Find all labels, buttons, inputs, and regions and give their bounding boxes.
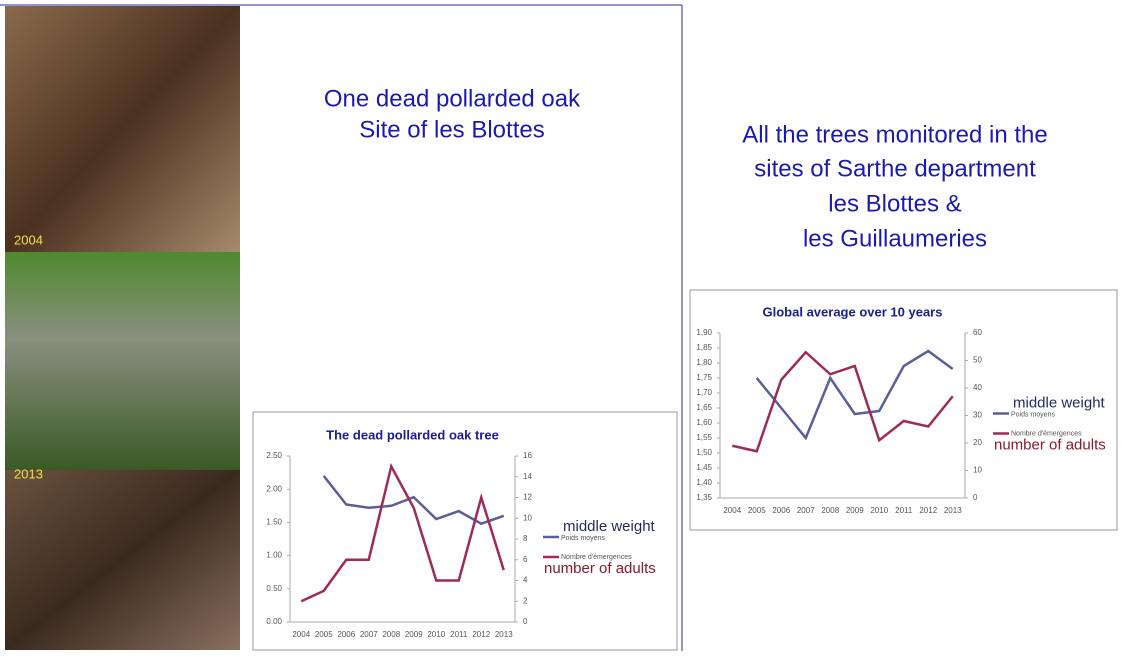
photo-label: 2004	[14, 232, 43, 247]
x-tick-label: 2013	[944, 506, 962, 515]
x-tick-label: 2006	[772, 506, 790, 515]
y2-tick-label: 14	[523, 472, 532, 481]
photo	[5, 252, 240, 470]
y2-tick-label: 50	[973, 356, 982, 365]
heading: All the trees monitored in the	[742, 121, 1048, 148]
y2-tick-label: 6	[523, 555, 528, 564]
y2-tick-label: 8	[523, 534, 528, 543]
x-tick-label: 2008	[382, 630, 400, 639]
photo-label: 2013	[14, 466, 43, 481]
y-tick-label: 1,65	[696, 403, 712, 412]
y2-tick-label: 60	[973, 328, 982, 337]
legend-label: Poids moyens	[561, 535, 605, 542]
x-tick-label: 2009	[405, 630, 423, 639]
y-tick-label: 1,70	[696, 388, 712, 397]
y-tick-label: 1,75	[696, 373, 712, 382]
photo	[5, 6, 240, 252]
slide: 2004 2013 One dead pollarded oak Site of…	[0, 0, 1121, 651]
y-tick-label: 0.50	[266, 584, 282, 593]
annotation: number of adults	[994, 436, 1106, 453]
x-tick-label: 2010	[427, 630, 445, 639]
heading: les Guillaumeries	[803, 225, 987, 252]
x-tick-label: 2006	[337, 630, 355, 639]
heading: les Blottes &	[828, 190, 961, 217]
legend-label: Poids moyens	[1011, 411, 1055, 418]
x-tick-label: 2013	[495, 630, 513, 639]
y2-tick-label: 10	[973, 466, 982, 475]
y-tick-label: 1,55	[696, 433, 712, 442]
x-tick-label: 2004	[292, 630, 310, 639]
x-tick-label: 2011	[895, 506, 913, 515]
x-tick-label: 2011	[450, 630, 468, 639]
x-tick-label: 2010	[870, 506, 888, 515]
photo	[5, 470, 240, 650]
heading: sites of Sarthe department	[754, 155, 1036, 182]
heading: One dead pollarded oak	[324, 85, 581, 112]
x-tick-label: 2004	[723, 506, 741, 515]
chart-title: Global average over 10 years	[763, 304, 943, 319]
y-tick-label: 1,60	[696, 418, 712, 427]
heading: Site of les Blottes	[359, 116, 544, 143]
y-tick-label: 1,90	[696, 328, 712, 337]
y-tick-label: 2.50	[266, 451, 282, 460]
x-tick-label: 2007	[797, 506, 815, 515]
x-tick-label: 2005	[315, 630, 333, 639]
y2-tick-label: 10	[523, 513, 532, 522]
y-tick-label: 1,35	[696, 493, 712, 502]
x-tick-label: 2007	[360, 630, 378, 639]
y2-tick-label: 20	[973, 438, 982, 447]
x-tick-label: 2012	[472, 630, 490, 639]
y-tick-label: 1.00	[266, 551, 282, 560]
y2-tick-label: 12	[523, 493, 532, 502]
y2-tick-label: 0	[973, 493, 978, 502]
y-tick-label: 2.00	[266, 484, 282, 493]
y2-tick-label: 40	[973, 383, 982, 392]
y2-tick-label: 4	[523, 576, 528, 585]
y-tick-label: 0.00	[266, 617, 282, 626]
annotation: middle weight	[563, 518, 656, 535]
annotation: middle weight	[1013, 394, 1106, 411]
y-tick-label: 1,45	[696, 463, 712, 472]
x-tick-label: 2009	[846, 506, 864, 515]
y2-tick-label: 2	[523, 596, 528, 605]
y-tick-label: 1,40	[696, 478, 712, 487]
x-tick-label: 2012	[919, 506, 937, 515]
y2-tick-label: 0	[523, 617, 528, 626]
chart-title: The dead pollarded oak tree	[326, 427, 499, 442]
y-tick-label: 1,50	[696, 448, 712, 457]
y2-tick-label: 30	[973, 411, 982, 420]
y-tick-label: 1,80	[696, 358, 712, 367]
y-tick-label: 1,85	[696, 343, 712, 352]
annotation: number of adults	[544, 560, 656, 577]
x-tick-label: 2008	[821, 506, 839, 515]
y2-tick-label: 16	[523, 451, 532, 460]
x-tick-label: 2005	[748, 506, 766, 515]
y-tick-label: 1.50	[266, 518, 282, 527]
